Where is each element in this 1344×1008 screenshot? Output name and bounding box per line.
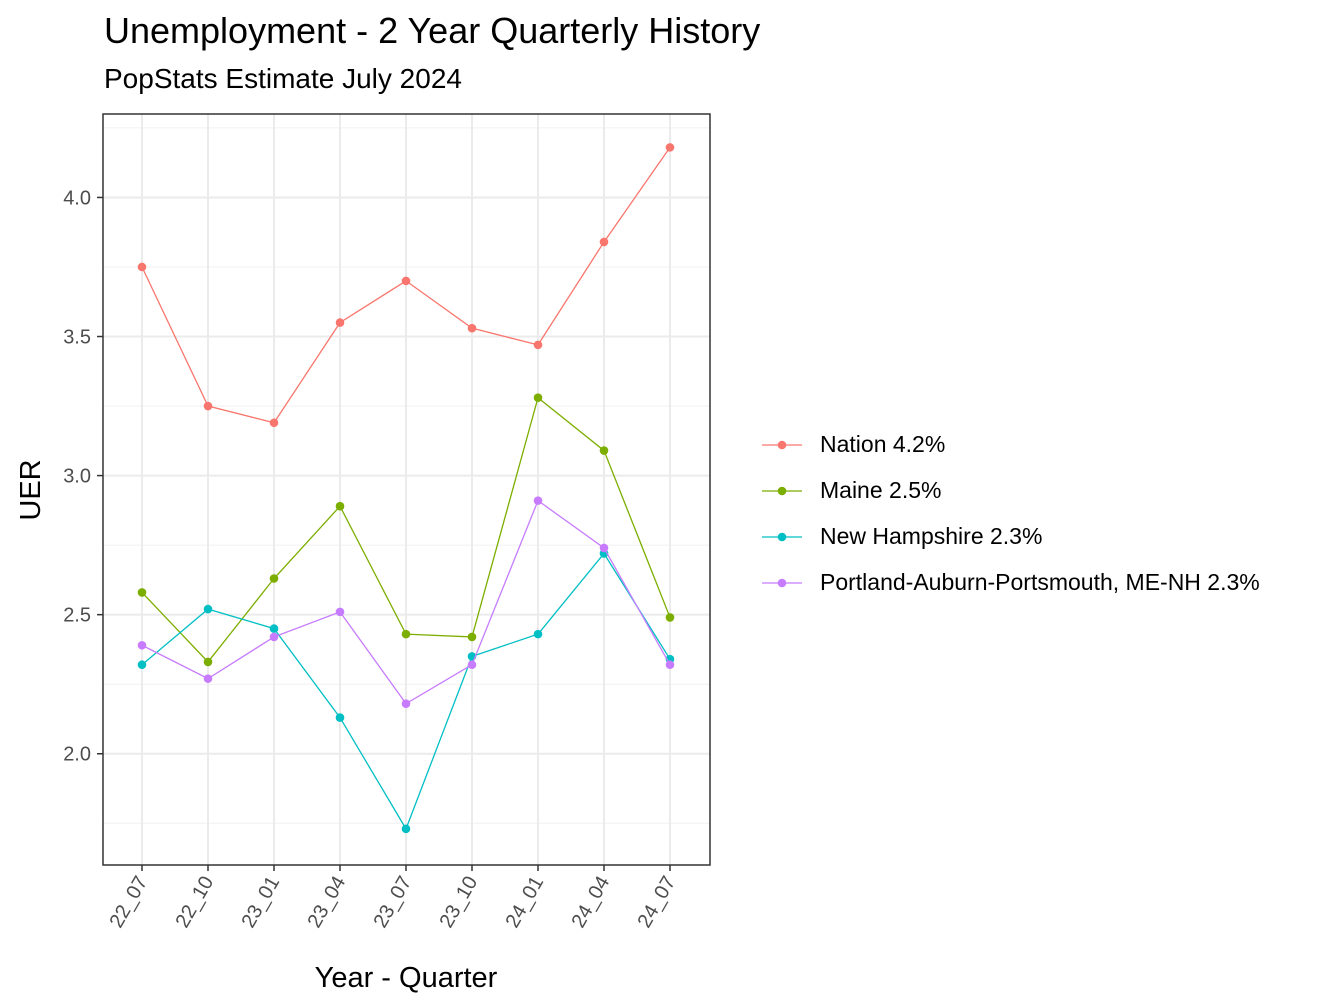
legend-key bbox=[762, 578, 802, 588]
data-point bbox=[533, 496, 543, 505]
data-point bbox=[137, 640, 147, 650]
x-tick-label: 24_04 bbox=[567, 873, 614, 932]
x-tick-label: 23_10 bbox=[435, 873, 482, 932]
series-2 bbox=[137, 549, 675, 834]
data-point bbox=[401, 629, 411, 639]
data-point bbox=[665, 613, 675, 622]
data-point bbox=[335, 318, 345, 327]
data-point bbox=[467, 323, 477, 333]
data-point bbox=[533, 629, 543, 639]
data-point bbox=[203, 674, 213, 683]
data-point bbox=[203, 604, 213, 614]
data-point bbox=[137, 588, 147, 597]
x-axis-label: Year - Quarter bbox=[315, 962, 498, 994]
legend-key-point bbox=[777, 440, 787, 450]
legend-label: New Hampshire 2.3% bbox=[820, 523, 1043, 549]
x-tick-label: 22_10 bbox=[171, 873, 218, 932]
data-point bbox=[269, 418, 279, 428]
series-3 bbox=[137, 496, 675, 708]
data-point bbox=[203, 401, 213, 411]
series-layer bbox=[137, 143, 675, 834]
legend-label: Nation 4.2% bbox=[820, 431, 946, 457]
y-tick-label: 2.5 bbox=[63, 605, 91, 627]
grid-lines bbox=[103, 114, 710, 865]
y-tick-label: 4.0 bbox=[63, 187, 91, 209]
legend-label: Maine 2.5% bbox=[820, 477, 942, 503]
y-axis-label: UER bbox=[15, 459, 47, 520]
data-point bbox=[137, 660, 147, 670]
data-point bbox=[335, 501, 345, 511]
x-tick-label: 22_07 bbox=[105, 873, 152, 932]
data-point bbox=[665, 143, 675, 152]
y-tick-label: 2.0 bbox=[63, 744, 91, 766]
legend-key-point bbox=[777, 578, 787, 588]
data-point bbox=[335, 607, 345, 617]
x-tick-label: 23_07 bbox=[369, 873, 416, 932]
x-tick-label: 23_04 bbox=[303, 873, 350, 932]
data-point bbox=[599, 446, 609, 455]
data-point bbox=[401, 824, 411, 834]
legend-label: Portland-Auburn-Portsmouth, ME-NH 2.3% bbox=[820, 569, 1260, 595]
data-point bbox=[599, 237, 609, 247]
legend-key bbox=[762, 532, 802, 542]
data-point bbox=[665, 660, 675, 670]
data-point bbox=[401, 699, 411, 708]
axes: 2.0 2.5 3.0 3.5 4.0 22_07 22_10 23_01 23_04 23_07… bbox=[63, 187, 680, 931]
data-point bbox=[467, 632, 477, 642]
legend-key-point bbox=[777, 532, 787, 542]
data-point bbox=[533, 393, 543, 403]
legend-key bbox=[762, 440, 802, 450]
data-point bbox=[335, 713, 345, 722]
data-point bbox=[137, 262, 147, 272]
series-0 bbox=[137, 143, 675, 428]
x-tick-label: 24_01 bbox=[501, 873, 548, 932]
y-tick-label: 3.5 bbox=[63, 327, 91, 349]
chart-subtitle: PopStats Estimate July 2024 bbox=[104, 63, 462, 94]
data-point bbox=[269, 632, 279, 642]
y-tick-label: 3.0 bbox=[63, 466, 91, 488]
chart-title: Unemployment - 2 Year Quarterly History bbox=[104, 10, 761, 51]
legend-key-point bbox=[777, 486, 787, 496]
data-point bbox=[533, 340, 543, 350]
data-point bbox=[269, 574, 279, 583]
x-tick-label: 23_01 bbox=[237, 873, 284, 932]
series-1 bbox=[137, 393, 675, 667]
data-point bbox=[599, 543, 609, 553]
x-tick-label: 24_07 bbox=[633, 873, 680, 932]
data-point bbox=[269, 624, 279, 633]
data-point bbox=[203, 657, 213, 667]
legend-key bbox=[762, 486, 802, 496]
data-point bbox=[467, 660, 477, 670]
data-point bbox=[401, 276, 411, 286]
